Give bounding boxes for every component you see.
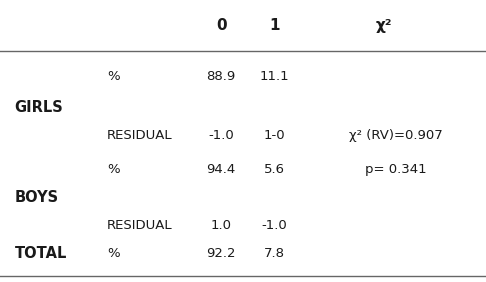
Text: 11.1: 11.1 bbox=[260, 70, 289, 83]
Text: χ² (RV)=0.907: χ² (RV)=0.907 bbox=[349, 129, 443, 142]
Text: TOTAL: TOTAL bbox=[15, 246, 67, 261]
Text: 7.8: 7.8 bbox=[264, 247, 285, 260]
Text: BOYS: BOYS bbox=[15, 190, 59, 205]
Text: 1: 1 bbox=[269, 18, 280, 33]
Text: p= 0.341: p= 0.341 bbox=[365, 163, 427, 176]
Text: χ²: χ² bbox=[376, 18, 392, 33]
Text: 88.9: 88.9 bbox=[207, 70, 236, 83]
Text: -1.0: -1.0 bbox=[262, 219, 287, 232]
Text: %: % bbox=[107, 247, 120, 260]
Text: GIRLS: GIRLS bbox=[15, 100, 63, 115]
Text: 5.6: 5.6 bbox=[264, 163, 285, 176]
Text: RESIDUAL: RESIDUAL bbox=[107, 219, 173, 232]
Text: %: % bbox=[107, 70, 120, 83]
Text: %: % bbox=[107, 163, 120, 176]
Text: 1-0: 1-0 bbox=[264, 129, 285, 142]
Text: 1.0: 1.0 bbox=[210, 219, 232, 232]
Text: 92.2: 92.2 bbox=[207, 247, 236, 260]
Text: -1.0: -1.0 bbox=[208, 129, 234, 142]
Text: RESIDUAL: RESIDUAL bbox=[107, 129, 173, 142]
Text: 94.4: 94.4 bbox=[207, 163, 236, 176]
Text: 0: 0 bbox=[216, 18, 226, 33]
